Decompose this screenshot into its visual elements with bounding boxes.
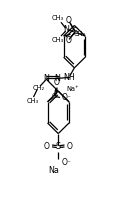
Text: O: O: [44, 142, 50, 151]
Text: CH₃: CH₃: [51, 15, 63, 21]
Text: CH₃: CH₃: [51, 37, 63, 43]
Text: O: O: [65, 16, 71, 25]
Text: S: S: [56, 142, 61, 151]
Text: O⁻: O⁻: [61, 158, 71, 167]
Text: CH₂: CH₂: [32, 85, 45, 91]
Text: CH₃: CH₃: [74, 31, 86, 37]
Text: O⁻: O⁻: [62, 93, 72, 102]
Text: CH₃: CH₃: [26, 98, 38, 104]
Text: N: N: [55, 74, 61, 83]
Text: C: C: [52, 93, 57, 99]
Text: O: O: [53, 78, 59, 87]
Text: Na⁺: Na⁺: [66, 86, 79, 92]
Text: O: O: [65, 36, 71, 45]
Text: N: N: [64, 25, 69, 34]
Text: S: S: [73, 27, 78, 36]
Text: N: N: [44, 74, 49, 83]
Text: NH: NH: [64, 73, 75, 82]
Text: Na: Na: [48, 166, 59, 175]
Text: O: O: [67, 142, 73, 151]
